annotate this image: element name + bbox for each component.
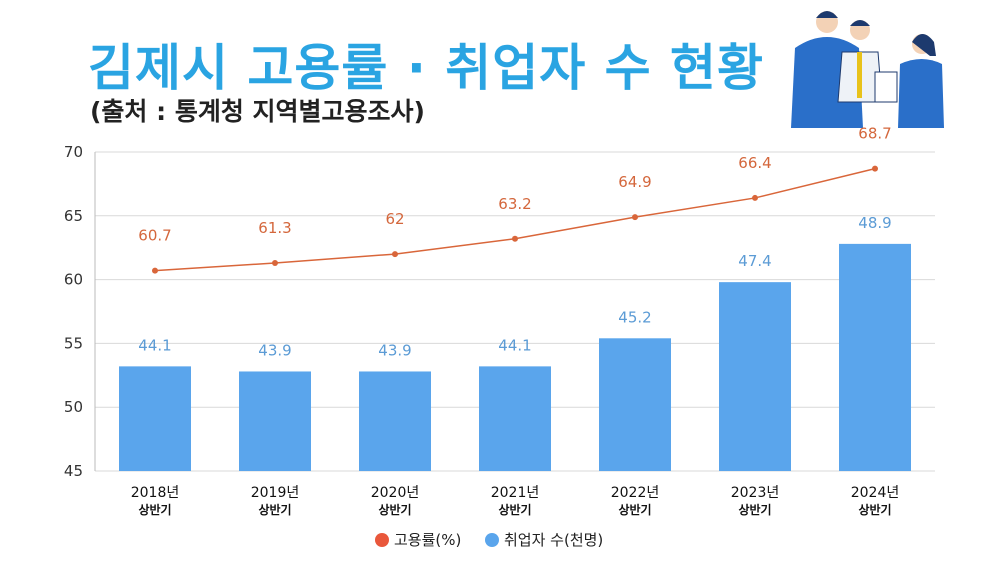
line-data-label: 61.3 [258,219,291,237]
legend-marker-employed [485,533,499,547]
y-tick-label: 70 [64,143,83,161]
x-tick-label: 2023년 [731,485,780,501]
bar [359,371,431,471]
x-tick-sublabel: 상반기 [258,502,291,517]
x-tick-sublabel: 상반기 [378,502,411,517]
bar-data-label: 48.9 [858,214,891,232]
x-tick-label: 2020년 [371,485,420,501]
y-tick-label: 45 [64,462,83,480]
x-tick-label: 2021년 [491,485,540,501]
line-data-label: 62 [385,210,404,228]
x-tick-label: 2018년 [131,485,180,501]
x-tick-sublabel: 상반기 [498,502,531,517]
line-point [512,235,518,242]
line-data-label: 60.7 [138,227,171,245]
legend-marker-employment-rate [375,533,389,547]
y-tick-label: 50 [64,398,83,416]
y-tick-label: 65 [64,207,83,225]
bar-data-label: 47.4 [738,252,771,270]
page-title: 김제시 고용률 · 취업자 수 현황 [88,39,765,97]
line-data-label: 63.2 [498,195,531,213]
people-illustration [791,11,944,128]
bar [839,243,911,471]
bar-data-label: 43.9 [258,341,291,359]
y-tick-label: 60 [64,271,83,289]
x-tick-label: 2019년 [251,485,300,501]
line-point [872,165,878,172]
line-point [272,260,278,267]
bar-data-label: 43.9 [378,341,411,359]
bar [599,338,671,471]
source-note: (출처 : 통계청 지역별고용조사) [90,97,425,126]
legend-label-employed: 취업자 수(천명) [504,531,603,549]
y-tick-label: 55 [64,334,83,352]
line-data-label: 64.9 [618,173,651,191]
line-point [752,194,758,201]
bar [479,366,551,471]
bar-data-label: 44.1 [498,336,531,354]
bar [719,282,791,471]
x-tick-label: 2024년 [851,485,900,501]
legend-label-employment-rate: 고용률(%) [394,531,461,549]
line-point [152,267,158,274]
line-point [632,214,638,221]
x-tick-sublabel: 상반기 [858,502,891,517]
bar [239,371,311,471]
x-tick-sublabel: 상반기 [138,502,171,517]
legend: 고용률(%) 취업자 수(천명) [375,531,603,549]
bar-data-label: 44.1 [138,336,171,354]
x-tick-sublabel: 상반기 [738,502,771,517]
line-data-label: 66.4 [738,154,771,172]
line-data-label: 68.7 [858,125,891,143]
bar [119,366,191,471]
x-tick-sublabel: 상반기 [618,502,651,517]
x-tick-label: 2022년 [611,485,660,501]
line-point [392,251,398,258]
bar-data-label: 45.2 [618,308,651,326]
